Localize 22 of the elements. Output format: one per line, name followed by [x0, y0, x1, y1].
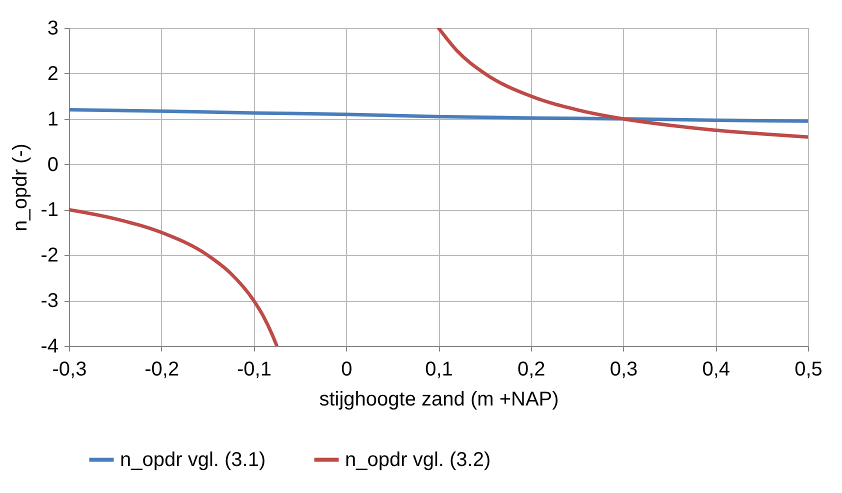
y-tick-label: -3	[40, 290, 58, 312]
x-tick-label: 0,4	[702, 358, 730, 380]
y-axis-title: n_opdr (-)	[10, 144, 32, 232]
x-tick-label: -0,2	[144, 358, 180, 380]
x-tick-label: 0	[341, 358, 352, 380]
x-tick-label: -0,1	[237, 358, 272, 380]
x-tick-label: 0,1	[425, 358, 453, 380]
x-tick-label: 0,3	[610, 358, 638, 380]
legend-label: n_opdr vgl. (3.1)	[120, 448, 266, 471]
line-series	[69, 108, 808, 123]
x-tick-label: 0,2	[517, 358, 546, 380]
y-tick-label: 3	[47, 18, 58, 40]
y-tick-label: 0	[47, 154, 58, 176]
legend-label: n_opdr vgl. (3.2)	[345, 448, 491, 471]
x-axis-title: stijghoogte zand (m +NAP)	[319, 388, 559, 410]
x-tick-label: -0,3	[52, 358, 87, 380]
x-tick-label: 0,5	[794, 358, 822, 380]
y-tick-label: 1	[47, 108, 58, 130]
y-tick-label: -1	[40, 199, 58, 222]
y-tick-label: 2	[47, 62, 58, 85]
y-tick-label: -2	[40, 244, 58, 267]
y-tick-label: -4	[40, 336, 58, 358]
